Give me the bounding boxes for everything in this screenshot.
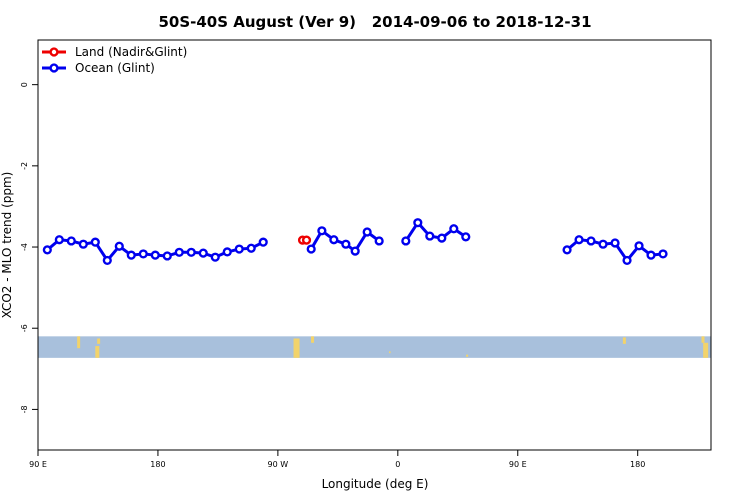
map-land	[703, 342, 709, 358]
data-point-ocean-glint	[162, 251, 172, 261]
data-point-ocean-glint	[150, 250, 160, 260]
data-point-ocean-glint	[246, 243, 256, 253]
map-land	[466, 354, 469, 357]
data-point-ocean-glint	[126, 250, 136, 260]
data-point-ocean-glint	[102, 255, 112, 266]
map-land	[311, 336, 315, 343]
x-tick-label: 180	[150, 460, 165, 469]
data-point-ocean-glint	[634, 241, 644, 251]
data-point-ocean-glint	[362, 227, 372, 237]
data-point-ocean-glint	[138, 249, 148, 259]
axes: 90 E 180 90 W 0 90 E 180 0 -2 -4 -6 -8	[20, 82, 645, 469]
map-land	[293, 338, 300, 358]
y-tick-label: -4	[20, 243, 29, 251]
data-point-ocean-glint	[598, 239, 608, 249]
data-point-ocean-glint	[461, 232, 471, 242]
legend-marker-ocean-glint	[49, 63, 59, 73]
y-tick-label: -8	[20, 405, 29, 413]
y-tick-label: -6	[20, 324, 29, 332]
data-point-ocean-glint	[610, 238, 620, 248]
map-strip	[38, 336, 711, 358]
data-point-ocean-glint	[54, 235, 64, 245]
data-point-ocean-glint	[449, 224, 459, 234]
data-point-ocean-glint	[186, 247, 196, 257]
data-point-ocean-glint	[437, 233, 447, 243]
y-axis-label: XCO2 - MLO trend (ppm)	[0, 172, 14, 319]
map-ocean	[38, 336, 711, 358]
data-point-ocean-glint	[350, 246, 360, 256]
data-point-ocean-glint	[258, 237, 268, 247]
x-tick-label: 180	[630, 460, 645, 469]
map-land	[95, 346, 100, 358]
data-point-ocean-glint	[622, 255, 632, 266]
data-point-ocean-glint	[374, 236, 384, 246]
legend: Land (Nadir&Glint) Ocean (Glint)	[42, 45, 187, 75]
map-land	[77, 336, 81, 349]
y-tick-label: 0	[20, 82, 29, 87]
data-point-ocean-glint	[114, 241, 124, 251]
map-land	[389, 351, 391, 354]
data-point-ocean-glint	[90, 237, 100, 247]
data-point-ocean-glint	[174, 247, 184, 257]
plot-frame	[37, 39, 712, 451]
data-point-ocean-glint	[66, 236, 76, 246]
data-point-ocean-glint	[329, 235, 339, 245]
data-point-ocean-glint	[198, 248, 208, 258]
data-point-ocean-glint	[222, 247, 232, 257]
x-tick-label: 90 W	[268, 460, 289, 469]
data-point-ocean-glint	[317, 226, 327, 236]
legend-label-ocean-glint: Ocean (Glint)	[75, 61, 155, 75]
data-point-ocean-glint	[234, 244, 244, 254]
data-point-ocean-glint	[78, 239, 88, 249]
legend-marker-land-nadir-glint	[49, 47, 59, 57]
x-tick-label: 90 E	[29, 460, 47, 469]
data-point-land-nadir-glint	[301, 235, 312, 245]
data-point-ocean-glint	[574, 235, 584, 245]
map-land	[701, 336, 705, 343]
data-point-ocean-glint	[562, 245, 572, 255]
x-tick-label: 0	[395, 460, 400, 469]
map-land	[622, 337, 626, 344]
data-point-ocean-glint	[658, 249, 668, 259]
plot-series	[42, 218, 668, 266]
y-tick-label: -2	[20, 162, 29, 170]
legend-label-land-nadir-glint: Land (Nadir&Glint)	[75, 45, 187, 59]
data-point-ocean-glint	[401, 236, 411, 246]
data-point-ocean-glint	[306, 244, 316, 254]
x-axis-label: Longitude (deg E)	[322, 477, 429, 491]
data-point-ocean-glint	[341, 239, 351, 249]
x-tick-label: 90 E	[509, 460, 527, 469]
map-land	[97, 338, 101, 344]
data-point-ocean-glint	[586, 236, 596, 246]
chart-title: 50S-40S August (Ver 9) 2014-09-06 to 201…	[158, 13, 591, 31]
data-point-ocean-glint	[42, 245, 52, 255]
data-point-ocean-glint	[210, 252, 220, 262]
data-point-ocean-glint	[646, 250, 656, 260]
data-point-ocean-glint	[413, 218, 423, 228]
data-point-ocean-glint	[425, 231, 435, 241]
